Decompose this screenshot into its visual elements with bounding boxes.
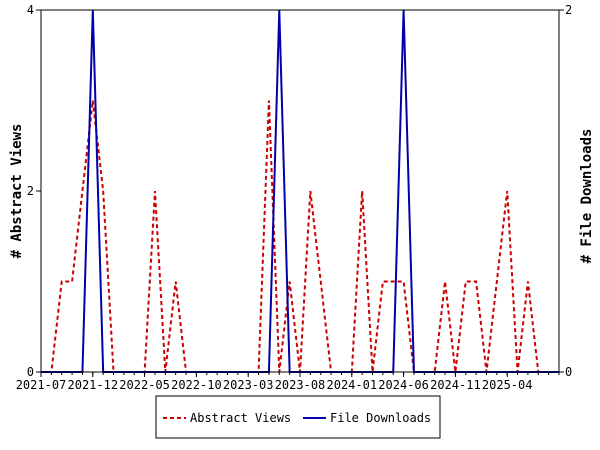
data-point-abstract-views	[289, 281, 291, 283]
data-point-abstract-views	[82, 190, 84, 192]
x-tick-label: 2022-05	[119, 378, 170, 392]
data-point-abstract-views	[320, 281, 322, 283]
y-left-tick-label: 0	[27, 365, 34, 379]
x-tick-label: 2021-07	[16, 378, 67, 392]
x-tick-label: 2024-06	[378, 378, 429, 392]
legend-label-file-downloads: File Downloads	[330, 411, 431, 425]
x-tick-label: 2022-10	[171, 378, 222, 392]
y-left-tick-label: 2	[27, 184, 34, 198]
data-point-abstract-views	[361, 190, 363, 192]
x-tick-label: 2021-12	[68, 378, 119, 392]
y-axis-left-label: # Abstract Views	[9, 124, 25, 259]
x-tick-label: 2025-04	[482, 378, 533, 392]
series-layer	[41, 9, 559, 373]
plot-area	[40, 9, 560, 373]
data-point-abstract-views	[154, 190, 156, 192]
data-point-abstract-views	[175, 281, 177, 283]
data-point-abstract-views	[527, 281, 529, 283]
series-line-file-downloads	[41, 9, 559, 373]
data-point-abstract-views	[71, 281, 73, 283]
x-tick-label: 2023-03	[223, 378, 274, 392]
x-tick-label: 2024-01	[327, 378, 378, 392]
y-right-tick-label: 2	[565, 3, 572, 17]
data-point-abstract-views	[475, 281, 477, 283]
legend-label-abstract-views: Abstract Views	[190, 411, 291, 425]
y-right-tick-label: 0	[565, 365, 572, 379]
y-axis-right-label: # File Downloads	[579, 129, 595, 264]
data-point-abstract-views	[444, 281, 446, 283]
x-tick-label: 2023-08	[275, 378, 326, 392]
data-point-abstract-views	[92, 100, 94, 102]
data-point-abstract-views	[392, 281, 394, 283]
y-left-tick-label: 4	[27, 3, 34, 17]
data-point-abstract-views	[382, 281, 384, 283]
data-point-abstract-views	[465, 281, 467, 283]
data-point-abstract-views	[310, 190, 312, 192]
data-point-abstract-views	[61, 281, 63, 283]
axis-ticks: 0 2 4 0 2 2021-07 2021-12 2022-05 2022-10 2023-03…	[16, 3, 573, 392]
data-point-abstract-views	[268, 100, 270, 102]
legend-box	[155, 395, 441, 439]
data-point-abstract-views	[102, 190, 104, 192]
data-point-abstract-views	[403, 281, 405, 283]
data-point-abstract-views	[496, 281, 498, 283]
data-point-abstract-views	[506, 190, 508, 192]
series-line-abstract-views	[41, 100, 559, 373]
legend: Abstract Views File Downloads	[155, 395, 441, 439]
x-tick-label: 2024-11	[430, 378, 481, 392]
